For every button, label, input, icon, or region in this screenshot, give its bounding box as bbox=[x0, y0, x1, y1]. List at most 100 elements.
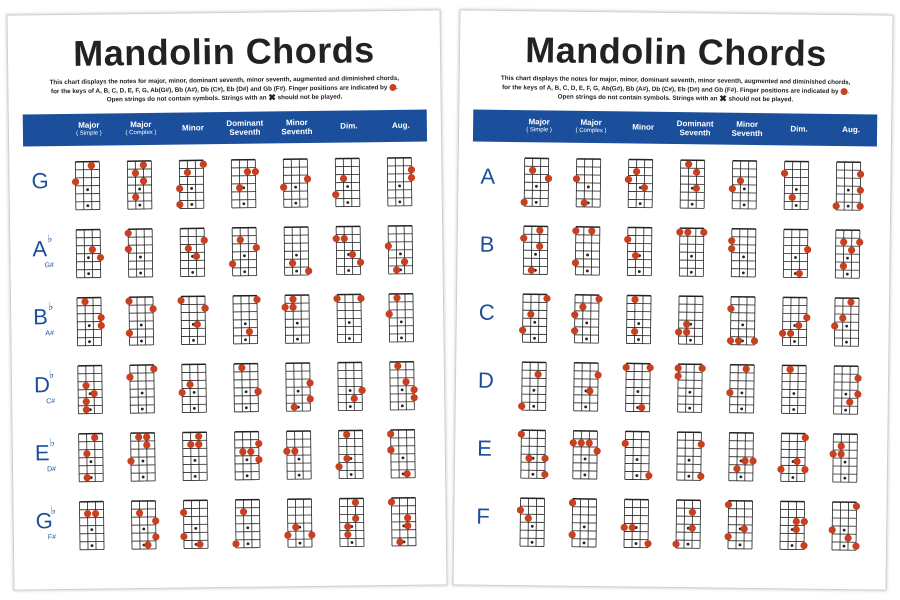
chord-diagram bbox=[624, 158, 654, 208]
finger-dot bbox=[624, 175, 633, 183]
finger-dot bbox=[291, 447, 299, 455]
chord-cell bbox=[167, 156, 220, 213]
finger-dot bbox=[402, 377, 410, 386]
finger-dot bbox=[97, 313, 105, 321]
finger-dot bbox=[358, 386, 366, 394]
finger-dot bbox=[192, 406, 196, 410]
row-label: G bbox=[23, 156, 64, 216]
finger-dot bbox=[842, 528, 846, 532]
chord-cell bbox=[327, 426, 380, 483]
column-header: Dim. bbox=[323, 110, 375, 143]
finger-dot bbox=[845, 324, 849, 328]
key-accidental: ♭ bbox=[50, 504, 56, 517]
chord-diagram bbox=[127, 431, 156, 482]
chord-row: G ♭ F# bbox=[27, 487, 432, 560]
chord-cell bbox=[379, 425, 432, 482]
finger-dot bbox=[141, 475, 145, 479]
finger-dot bbox=[645, 471, 653, 479]
finger-dot bbox=[687, 458, 691, 462]
chord-cell bbox=[377, 289, 430, 346]
finger-dot bbox=[571, 258, 580, 266]
finger-dot bbox=[843, 460, 847, 464]
finger-dot bbox=[348, 336, 351, 340]
finger-dot bbox=[352, 514, 360, 522]
finger-dot bbox=[844, 408, 848, 412]
chord-diagram bbox=[675, 294, 704, 345]
chord-diagram bbox=[339, 497, 365, 547]
chord-diagram bbox=[516, 496, 545, 547]
column-name: Minor Seventh bbox=[731, 119, 763, 138]
chord-diagram bbox=[782, 228, 812, 278]
finger-dot bbox=[399, 252, 402, 255]
chord-cell bbox=[63, 157, 116, 214]
finger-dot bbox=[149, 304, 157, 313]
chord-cell bbox=[274, 358, 327, 415]
finger-dot bbox=[135, 433, 143, 441]
finger-dot bbox=[672, 540, 680, 548]
finger-dot bbox=[571, 326, 579, 334]
finger-dot bbox=[727, 304, 735, 312]
column-name: Aug. bbox=[842, 125, 861, 135]
key-letter: E bbox=[477, 435, 493, 461]
chord-cell bbox=[116, 224, 169, 281]
chord-cell bbox=[614, 359, 667, 416]
finger-dot bbox=[348, 388, 352, 392]
chord-cell bbox=[665, 428, 718, 485]
chord-row: A ♭ G# bbox=[24, 215, 429, 288]
chord-diagram bbox=[517, 429, 549, 479]
chord-cell bbox=[512, 154, 565, 211]
finger-dot bbox=[193, 320, 201, 328]
chord-diagram bbox=[228, 226, 260, 276]
key-letter: G bbox=[31, 167, 49, 193]
chord-diagram bbox=[520, 225, 549, 275]
finger-dot bbox=[357, 294, 365, 302]
column-header: Major( Simple ) bbox=[63, 113, 115, 146]
chord-cell bbox=[273, 290, 326, 347]
chord-diagram bbox=[831, 296, 860, 347]
chord-diagram bbox=[568, 497, 597, 548]
chord-diagram bbox=[676, 226, 708, 277]
finger-dot bbox=[346, 200, 350, 204]
finger-dot bbox=[520, 198, 528, 206]
chord-cell bbox=[770, 361, 823, 418]
finger-dot bbox=[688, 406, 692, 410]
chord-diagram bbox=[520, 157, 553, 207]
chord-diagram bbox=[387, 428, 416, 479]
finger-dot bbox=[595, 295, 603, 303]
finger-dot bbox=[303, 175, 312, 183]
finger-dot bbox=[750, 336, 759, 345]
finger-dot bbox=[828, 525, 836, 534]
chord-cell bbox=[223, 495, 276, 552]
finger-dot bbox=[347, 320, 351, 324]
chord-diagram bbox=[179, 227, 208, 277]
finger-dot bbox=[742, 187, 746, 190]
chord-cell bbox=[326, 358, 379, 415]
chord-diagram bbox=[333, 293, 365, 343]
finger-dot bbox=[305, 266, 313, 275]
key-letter: C bbox=[478, 299, 495, 325]
finger-dot bbox=[800, 517, 808, 525]
key-alt: F# bbox=[47, 533, 57, 541]
finger-dot bbox=[143, 440, 151, 449]
finger-dot bbox=[740, 407, 744, 410]
column-name: Dim. bbox=[340, 121, 358, 131]
column-header: Major( Complex ) bbox=[115, 112, 167, 145]
chord-cell bbox=[564, 154, 617, 211]
header-bar: Major( Simple ) Major( Complex ) Minor Domi… bbox=[22, 109, 428, 147]
finger-dot bbox=[297, 457, 301, 461]
finger-dot bbox=[127, 457, 135, 465]
finger-dot bbox=[199, 160, 207, 168]
finger-dot bbox=[688, 508, 697, 516]
chord-diagram bbox=[571, 293, 603, 344]
chord-diagram bbox=[335, 429, 364, 479]
finger-dot bbox=[690, 202, 694, 206]
finger-dot bbox=[637, 337, 640, 341]
finger-dot bbox=[842, 544, 846, 548]
finger-dot bbox=[628, 523, 636, 531]
chord-diagram bbox=[179, 499, 209, 549]
finger-dot bbox=[832, 201, 840, 210]
chord-diagram bbox=[832, 160, 865, 211]
description-text: should not be played. bbox=[277, 93, 343, 102]
chord-cell bbox=[169, 292, 222, 349]
chord-diagram bbox=[571, 225, 601, 276]
